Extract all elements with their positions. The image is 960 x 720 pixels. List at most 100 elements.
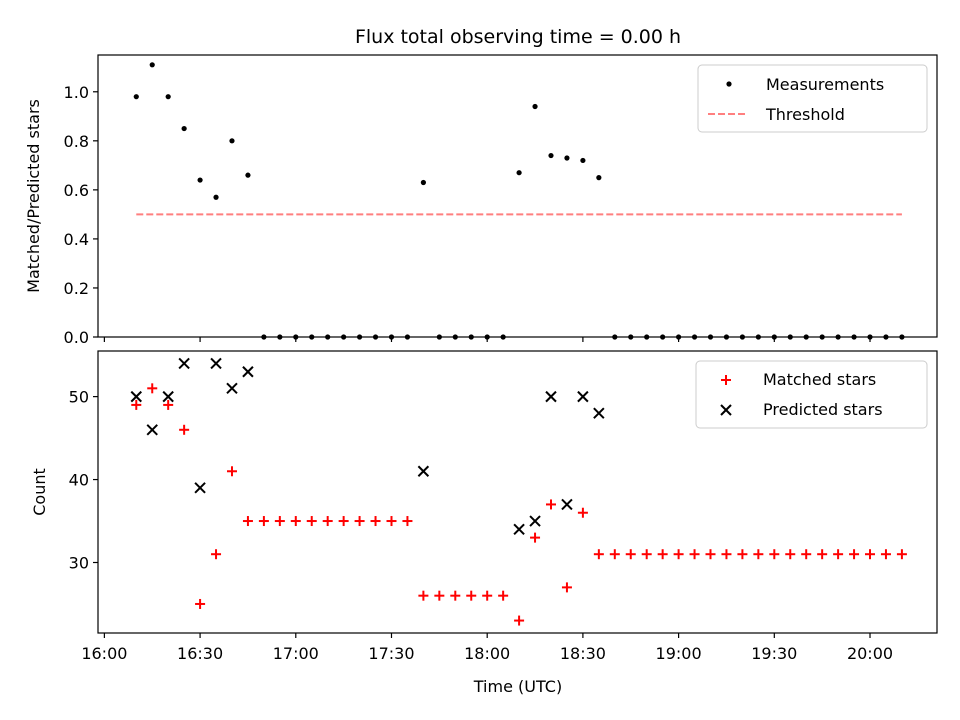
matched-star-point <box>195 598 206 609</box>
bottom-y-tick-label: 40 <box>69 471 89 490</box>
predicted-star-point <box>545 390 557 403</box>
matched-star-point <box>482 590 493 601</box>
matched-star-point <box>514 615 525 626</box>
matched-star-point <box>418 590 429 601</box>
matched-star-point <box>179 424 190 435</box>
matched-star-point <box>147 383 158 394</box>
measurement-point <box>516 170 522 176</box>
top-y-tick-label: 0.6 <box>64 181 89 200</box>
top-y-tick-label: 1.0 <box>64 83 89 102</box>
predicted-star-point <box>146 424 158 436</box>
legend-threshold-label: Threshold <box>765 105 845 124</box>
bottom-y-tick-label: 30 <box>69 554 89 573</box>
bottom-x-ticks: 16:00 16:30 17:00 17:30 18:00 18:30 19:00 19:30… <box>81 633 893 663</box>
measurement-point <box>532 103 538 110</box>
matched-star-point <box>817 549 828 560</box>
matched-star-point <box>737 549 748 560</box>
matched-star-point <box>211 549 222 560</box>
top-y-tick-label: 0.0 <box>64 328 89 347</box>
top-plot-frame <box>97 54 938 338</box>
matched-star-point <box>641 549 652 560</box>
x-tick-label: 18:30 <box>560 644 606 663</box>
matched-star-point <box>721 549 732 560</box>
matched-star-point <box>338 516 349 527</box>
predicted-star-point <box>417 465 430 477</box>
matched-star-point <box>242 516 253 527</box>
matched-star-point <box>306 516 317 527</box>
matched-star-point <box>322 516 333 527</box>
legend-measurements-label: Measurements <box>766 75 884 94</box>
predicted-star-point <box>130 390 142 403</box>
measurement-point <box>548 152 554 159</box>
legend-matched-marker <box>721 375 731 385</box>
matched-star-point <box>865 549 876 560</box>
matched-star-point <box>354 516 365 527</box>
matched-star-point <box>801 549 812 560</box>
top-panel: 0.0 0.2 0.4 0.6 0.8 1.0 Matched/Predicted sta… <box>24 54 938 347</box>
legend-predicted-label: Predicted stars <box>763 400 883 419</box>
legend-matched-label: Matched stars <box>763 370 876 389</box>
matched-star-point <box>226 466 237 477</box>
matched-star-point <box>450 590 461 601</box>
predicted-star-point <box>178 357 190 370</box>
predicted-star-point <box>194 482 206 494</box>
top-y-axis-label: Matched/Predicted stars <box>24 99 43 293</box>
top-legend: Measurements Threshold <box>697 64 928 133</box>
x-tick-label: 16:00 <box>81 644 127 663</box>
matched-star-point <box>561 582 572 593</box>
predicted-star-point <box>210 357 222 370</box>
matched-star-point <box>769 549 780 560</box>
bottom-panel: 30 40 50 16:00 16:30 17:00 17:30 18:00 18:30 19:… <box>30 350 938 696</box>
x-tick-label: 16:30 <box>177 644 223 663</box>
measurement-point <box>213 194 219 200</box>
matched-star-point <box>530 532 541 543</box>
top-x-ticks <box>103 337 871 342</box>
predicted-star-point <box>513 523 525 536</box>
bottom-y-tick-label: 50 <box>69 388 89 407</box>
matched-star-point <box>434 590 445 601</box>
x-tick-label: 20:00 <box>847 644 893 663</box>
matched-star-point <box>131 399 142 410</box>
matched-star-point <box>402 516 413 527</box>
top-y-ticks: 0.0 0.2 0.4 0.6 0.8 1.0 <box>64 83 98 347</box>
bottom-legend-box <box>695 360 928 429</box>
top-y-tick-label: 0.8 <box>64 132 89 151</box>
x-tick-label: 17:00 <box>273 644 319 663</box>
predicted-star-point <box>561 498 573 511</box>
matched-star-point <box>880 549 891 560</box>
top-y-tick-label: 0.4 <box>64 230 89 249</box>
measurement-point <box>149 62 155 68</box>
matched-star-point <box>386 516 397 527</box>
predicted-star-point <box>226 382 238 395</box>
chart-title: Flux total observing time = 0.00 h <box>355 26 681 48</box>
matched-star-point <box>609 549 620 560</box>
measurement-point <box>245 172 251 178</box>
measurement-point <box>596 175 602 181</box>
x-tick-label: 19:30 <box>751 644 797 663</box>
matched-star-point <box>833 549 844 560</box>
matched-star-point <box>163 399 174 410</box>
predicted-star-point <box>529 515 541 527</box>
matched-star-point <box>498 590 509 601</box>
predicted-star-point <box>593 407 605 419</box>
matched-star-point <box>785 549 796 560</box>
measurement-point <box>165 94 171 100</box>
matched-star-point <box>673 549 684 560</box>
measurement-point <box>420 179 426 186</box>
matched-star-point <box>753 549 764 560</box>
matched-star-point <box>274 516 285 527</box>
top-y-tick-label: 0.2 <box>64 279 89 298</box>
matched-star-point <box>290 516 301 527</box>
legend-measurements-marker <box>726 81 732 87</box>
matched-star-point <box>625 549 636 560</box>
top-legend-box <box>697 64 928 133</box>
predicted-star-point <box>162 390 174 403</box>
matched-star-point <box>849 549 860 560</box>
matched-star-point <box>593 549 604 560</box>
bottom-y-axis-label: Count <box>30 468 49 516</box>
legend-predicted-marker <box>720 404 732 416</box>
x-tick-label: 17:30 <box>368 644 414 663</box>
bottom-marks <box>130 357 907 626</box>
measurement-point <box>564 155 570 161</box>
